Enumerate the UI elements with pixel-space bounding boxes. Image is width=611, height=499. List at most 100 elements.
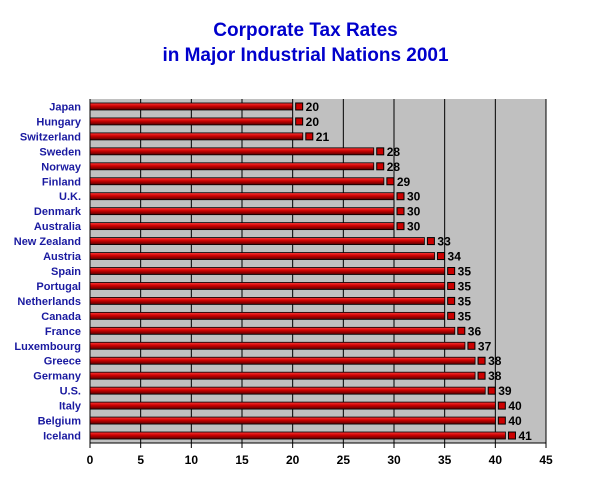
data-label: 35 [458, 265, 472, 279]
bar [89, 341, 466, 350]
chart-title-line-1: Corporate Tax Rates [213, 20, 398, 41]
category-label: Australia [34, 221, 82, 233]
x-tick-label: 40 [489, 453, 503, 467]
category-label: Spain [51, 266, 81, 278]
x-tick-label: 30 [387, 453, 401, 467]
bar [89, 297, 446, 305]
bar [89, 282, 446, 290]
data-label: 35 [458, 309, 472, 323]
data-label: 36 [468, 324, 482, 338]
category-label: Italy [59, 401, 82, 413]
chart-title-line-2: in Major Industrial Nations 2001 [162, 45, 449, 66]
category-label: Japan [49, 101, 81, 113]
category-label: Canada [41, 311, 82, 323]
value-marker [487, 386, 496, 395]
value-marker [426, 237, 435, 246]
data-label: 30 [407, 205, 421, 219]
value-marker [376, 147, 385, 156]
value-marker [447, 311, 456, 320]
bar [89, 386, 486, 395]
x-tick-label: 15 [235, 453, 249, 467]
value-marker [396, 207, 405, 216]
chart-title: Corporate Tax Rates in Major Industrial … [0, 18, 611, 68]
category-label: Luxembourg [14, 341, 81, 353]
data-label: 28 [387, 160, 401, 174]
bar [89, 267, 446, 275]
value-marker [497, 416, 506, 425]
x-tick-label: 10 [185, 453, 199, 467]
value-marker [396, 192, 405, 201]
data-label: 30 [407, 190, 421, 204]
data-label: 39 [498, 384, 512, 398]
category-label: Switzerland [20, 131, 81, 143]
bar [89, 311, 446, 320]
value-marker [386, 177, 395, 186]
data-label: 35 [458, 279, 472, 293]
data-label: 34 [448, 250, 462, 264]
bar [89, 401, 496, 410]
category-label: France [45, 326, 81, 338]
bar [89, 252, 435, 260]
value-marker [305, 132, 314, 141]
value-marker [295, 117, 304, 126]
value-marker [447, 296, 456, 305]
category-label: Iceland [43, 431, 81, 443]
category-label: Norway [41, 161, 82, 173]
data-label: 40 [508, 399, 522, 413]
bar [89, 237, 425, 245]
x-tick-label: 20 [286, 453, 300, 467]
x-tick-label: 5 [137, 453, 144, 467]
data-label: 33 [437, 235, 451, 249]
bar [89, 132, 304, 141]
value-marker [447, 281, 456, 290]
bar [89, 147, 375, 156]
data-label: 28 [387, 145, 401, 159]
data-label: 35 [458, 294, 472, 308]
x-tick-label: 0 [87, 453, 94, 467]
data-label: 37 [478, 339, 492, 353]
bar [89, 177, 385, 186]
bar [89, 162, 375, 171]
bar [89, 356, 476, 365]
bar [89, 416, 496, 425]
data-label: 41 [518, 429, 532, 443]
value-marker [467, 341, 476, 350]
x-tick-label: 45 [539, 453, 553, 467]
value-marker [497, 401, 506, 410]
x-tick-label: 35 [438, 453, 452, 467]
value-marker [447, 267, 456, 275]
value-marker [477, 371, 486, 380]
data-label: 29 [397, 175, 411, 189]
category-label: Finland [42, 176, 81, 188]
bar [89, 222, 395, 231]
category-label: Greece [44, 356, 81, 368]
bar [89, 326, 456, 335]
category-label: New Zealand [14, 236, 81, 248]
category-label: Hungary [36, 116, 82, 128]
data-label: 20 [306, 100, 320, 114]
data-label: 38 [488, 369, 502, 383]
bar [89, 431, 506, 440]
data-label: 30 [407, 220, 421, 234]
category-label: Netherlands [17, 296, 81, 308]
value-marker [477, 356, 486, 365]
category-label: Sweden [39, 146, 81, 158]
category-label: Austria [43, 251, 82, 263]
bar [89, 192, 395, 201]
value-marker [295, 102, 304, 111]
category-label: U.S. [60, 386, 81, 398]
bar [89, 207, 395, 216]
data-label: 40 [508, 414, 522, 428]
category-label: U.K. [59, 191, 81, 203]
data-label: 20 [306, 115, 320, 129]
category-label: Belgium [38, 416, 82, 428]
data-label: 21 [316, 130, 330, 144]
value-marker [376, 162, 385, 171]
data-label: 38 [488, 354, 502, 368]
value-marker [457, 326, 466, 335]
value-marker [507, 431, 516, 440]
bar [89, 102, 294, 111]
x-tick-label: 25 [337, 453, 351, 467]
category-label: Denmark [34, 206, 82, 218]
